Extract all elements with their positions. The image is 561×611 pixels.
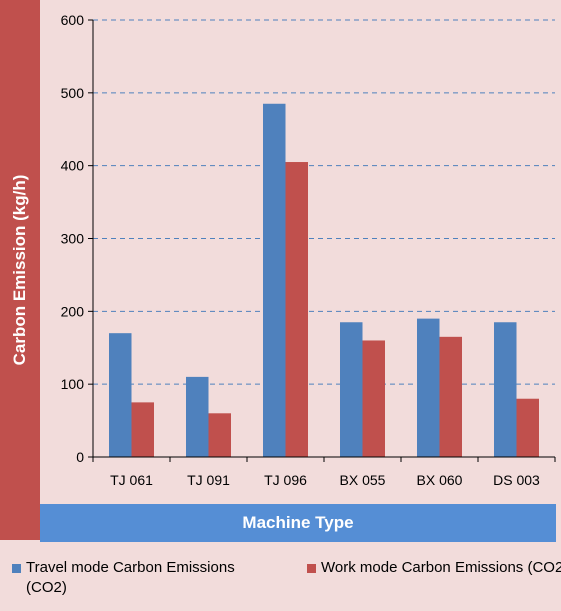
bar-travel-0 bbox=[109, 333, 132, 457]
bar-work-2 bbox=[285, 162, 308, 457]
x-tick-label: TJ 091 bbox=[187, 472, 230, 488]
chart-plot: 0 100 200 300 400 500 600 TJ 061 TJ 091 TJ 096 BX… bbox=[61, 12, 556, 488]
legend-label-work: Work mode Carbon Emissions (CO2) bbox=[321, 559, 561, 576]
bar-work-3 bbox=[362, 340, 385, 457]
axes bbox=[88, 19, 556, 462]
bar-work-5 bbox=[516, 398, 539, 457]
x-tick-label: BX 060 bbox=[417, 472, 463, 488]
bar-travel-5 bbox=[494, 322, 517, 457]
legend-swatch-work bbox=[307, 564, 316, 573]
y-tick-label: 500 bbox=[61, 85, 85, 101]
y-tick-label: 600 bbox=[61, 12, 85, 28]
y-tick-label: 400 bbox=[61, 158, 85, 174]
legend-label-travel: Travel mode Carbon Emissions (CO2) bbox=[26, 559, 235, 596]
x-tick-label: DS 003 bbox=[493, 472, 540, 488]
x-tick-label: TJ 096 bbox=[264, 472, 307, 488]
gridlines bbox=[93, 19, 555, 385]
x-tick-label: TJ 061 bbox=[110, 472, 153, 488]
bar-travel-3 bbox=[340, 322, 363, 457]
y-tick-label: 300 bbox=[61, 231, 85, 247]
x-tick-label: BX 055 bbox=[340, 472, 386, 488]
legend: Travel mode Carbon Emissions (CO2) Work … bbox=[0, 558, 561, 608]
y-tick-label: 0 bbox=[76, 449, 84, 465]
x-axis-label-band: Machine Type bbox=[40, 504, 556, 542]
legend-swatch-travel bbox=[12, 564, 21, 573]
bar-work-4 bbox=[439, 336, 462, 457]
bar-travel-1 bbox=[186, 376, 209, 457]
x-axis-title: Machine Type bbox=[242, 513, 354, 532]
y-tick-label: 200 bbox=[61, 303, 85, 319]
y-tick-label: 100 bbox=[61, 376, 85, 392]
bar-travel-4 bbox=[417, 318, 440, 457]
bar-work-1 bbox=[208, 413, 231, 457]
x-tick-labels: TJ 061 TJ 091 TJ 096 BX 055 BX 060 DS 003 bbox=[110, 472, 540, 488]
y-tick-labels: 0 100 200 300 400 500 600 bbox=[61, 12, 85, 465]
y-axis-label-band: Carbon Emission (kg/h) bbox=[0, 0, 40, 540]
bars bbox=[109, 103, 539, 457]
bar-travel-2 bbox=[263, 103, 286, 457]
bar-work-0 bbox=[131, 402, 154, 457]
